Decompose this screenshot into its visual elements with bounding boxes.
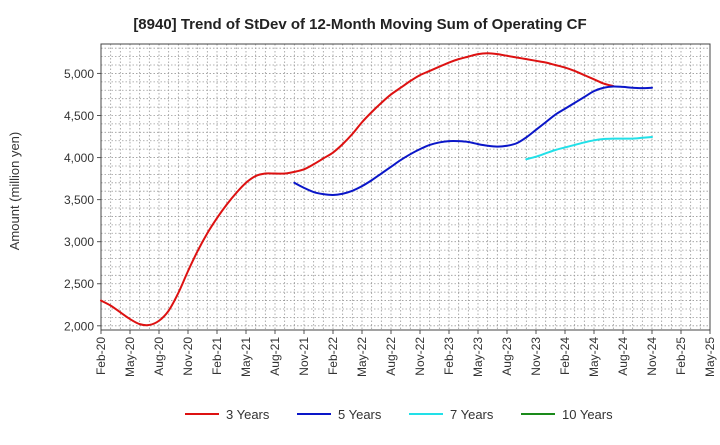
series-line-7-years: [525, 135, 653, 161]
x-tick-label: May-24: [587, 337, 601, 377]
x-tick-label: Nov-24: [645, 337, 659, 376]
x-tick-label: Aug-21: [268, 337, 282, 376]
y-tick-label: 5,000: [64, 67, 94, 81]
x-tick-label: Feb-22: [326, 337, 340, 375]
x-tick-label: Feb-20: [94, 337, 108, 375]
x-tick-label: Aug-23: [500, 337, 514, 376]
series-line-5-years: [293, 85, 653, 196]
x-tick-label: May-22: [355, 337, 369, 377]
x-tick-label: May-21: [239, 337, 253, 377]
x-tick-label: Feb-21: [210, 337, 224, 375]
y-axis-label: Amount (million yen): [7, 132, 22, 251]
chart-title: [8940] Trend of StDev of 12-Month Moving…: [133, 16, 586, 33]
x-tick-label: May-20: [123, 337, 137, 377]
plot-border: [100, 43, 711, 331]
x-tick-label: Nov-20: [181, 337, 195, 376]
y-tick-label: 3,000: [64, 235, 94, 249]
legend-label-5-years: 5 Years: [338, 407, 382, 422]
legend-label-7-years: 7 Years: [450, 407, 494, 422]
x-tick-label: Aug-20: [152, 337, 166, 376]
x-tick-label: Feb-24: [558, 337, 572, 375]
plot-area: 2,000 2,500 3,000 3,500 4,000 4,500 5,000 Feb-2…: [64, 43, 717, 377]
x-tick-label: Nov-21: [297, 337, 311, 376]
x-tick-label: May-25: [703, 337, 717, 377]
x-tick-label: May-23: [471, 337, 485, 377]
legend: 3 Years 5 Years 7 Years 10 Years: [185, 407, 613, 422]
y-tick-label: 3,500: [64, 193, 94, 207]
x-tick-label: Nov-22: [413, 337, 427, 376]
y-tick-label: 4,500: [64, 109, 94, 123]
x-tick-label: Aug-22: [384, 337, 398, 376]
y-tick-label: 2,500: [64, 277, 94, 291]
x-tick-label: Nov-23: [529, 337, 543, 376]
x-tick-label: Feb-23: [442, 337, 456, 375]
plot-background: [101, 44, 710, 330]
y-tick-label: 4,000: [64, 151, 94, 165]
series-line-3-years: [100, 52, 615, 327]
legend-label-10-years: 10 Years: [562, 407, 613, 422]
legend-label-3-years: 3 Years: [226, 407, 270, 422]
y-tick-label: 2,000: [64, 319, 94, 333]
x-tick-label: Feb-25: [674, 337, 688, 375]
x-tick-label: Aug-24: [616, 337, 630, 376]
